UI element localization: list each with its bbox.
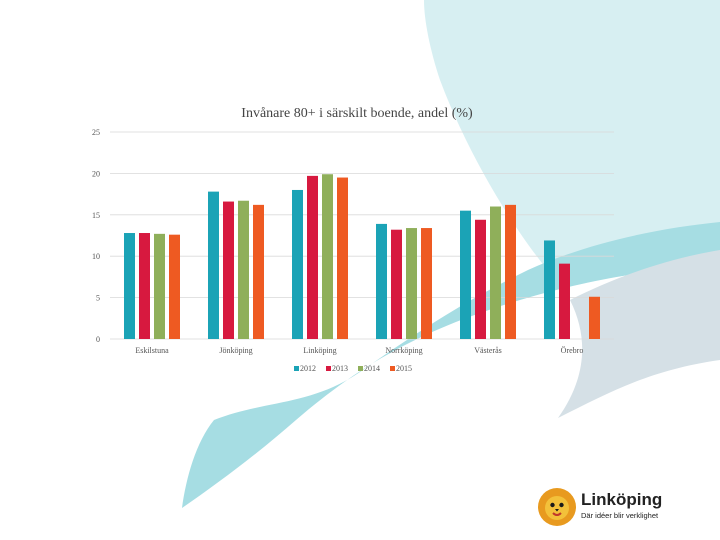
bar-2015-2 (337, 177, 348, 339)
bar-2014-4 (490, 206, 501, 339)
bar-2014-0 (154, 233, 165, 339)
bar-2012-1 (208, 191, 219, 339)
bar-2013-5 (559, 263, 570, 339)
linkoping-logo: Linköping Där idéer blir verklighet (536, 486, 686, 530)
y-tick-label: 5 (96, 294, 100, 303)
y-tick-label: 10 (92, 252, 100, 261)
legend-swatch-2013 (326, 366, 331, 371)
lion-logo-icon (538, 488, 576, 526)
y-tick-label: 20 (92, 169, 100, 178)
legend-label-2012: 2012 (300, 364, 316, 373)
legend-swatch-2015 (390, 366, 395, 371)
x-tick-label: Linköping (303, 346, 336, 355)
legend: 2012 2013 2014 2015 (294, 364, 412, 373)
bar-2012-0 (124, 233, 135, 339)
legend-swatch-2012 (294, 366, 299, 371)
y-axis: 0 5 10 15 20 25 (92, 128, 100, 344)
bar-2012-5 (544, 240, 555, 339)
background-shape-gray (558, 250, 720, 418)
bar-2014-3 (406, 228, 417, 339)
logo-name: Linköping (581, 490, 663, 509)
chart-title: Invånare 80+ i särskilt boende, andel (%… (241, 106, 473, 121)
legend-swatch-2014 (358, 366, 363, 371)
bar-2014-1 (238, 200, 249, 339)
background-shape-teal (182, 222, 720, 508)
bar-2015-1 (253, 204, 264, 339)
bar-2015-4 (505, 204, 516, 339)
bar-2015-0 (169, 234, 180, 339)
legend-label-2013: 2013 (332, 364, 348, 373)
x-tick-label: Jönköping (219, 346, 252, 355)
bar-2015-5 (589, 296, 600, 339)
legend-label-2014: 2014 (364, 364, 380, 373)
x-tick-label: Västerås (474, 346, 502, 355)
logo-tagline: Där idéer blir verklighet (581, 511, 659, 520)
background-shape-light (424, 0, 720, 282)
bar-2013-4 (475, 219, 486, 339)
legend-label-2015: 2015 (396, 364, 412, 373)
bar-2014-2 (322, 174, 333, 339)
bar-2012-3 (376, 223, 387, 339)
bar-2015-3 (421, 228, 432, 339)
x-tick-label: Eskilstuna (135, 346, 169, 355)
x-axis: Eskilstuna Jönköping Linköping Norrköping Vä… (135, 346, 583, 355)
bar-2013-2 (307, 175, 318, 339)
bar-2013-1 (223, 201, 234, 339)
x-tick-label: Örebro (561, 346, 584, 355)
bar-2013-0 (139, 233, 150, 339)
y-tick-label: 25 (92, 128, 100, 137)
y-tick-label: 0 (96, 335, 100, 344)
x-tick-label: Norrköping (385, 346, 422, 355)
bar-2012-4 (460, 210, 471, 339)
grid (110, 131, 614, 340)
bars (124, 174, 600, 339)
bar-2013-3 (391, 229, 402, 339)
y-tick-label: 15 (92, 211, 100, 220)
bar-2012-2 (292, 189, 303, 339)
